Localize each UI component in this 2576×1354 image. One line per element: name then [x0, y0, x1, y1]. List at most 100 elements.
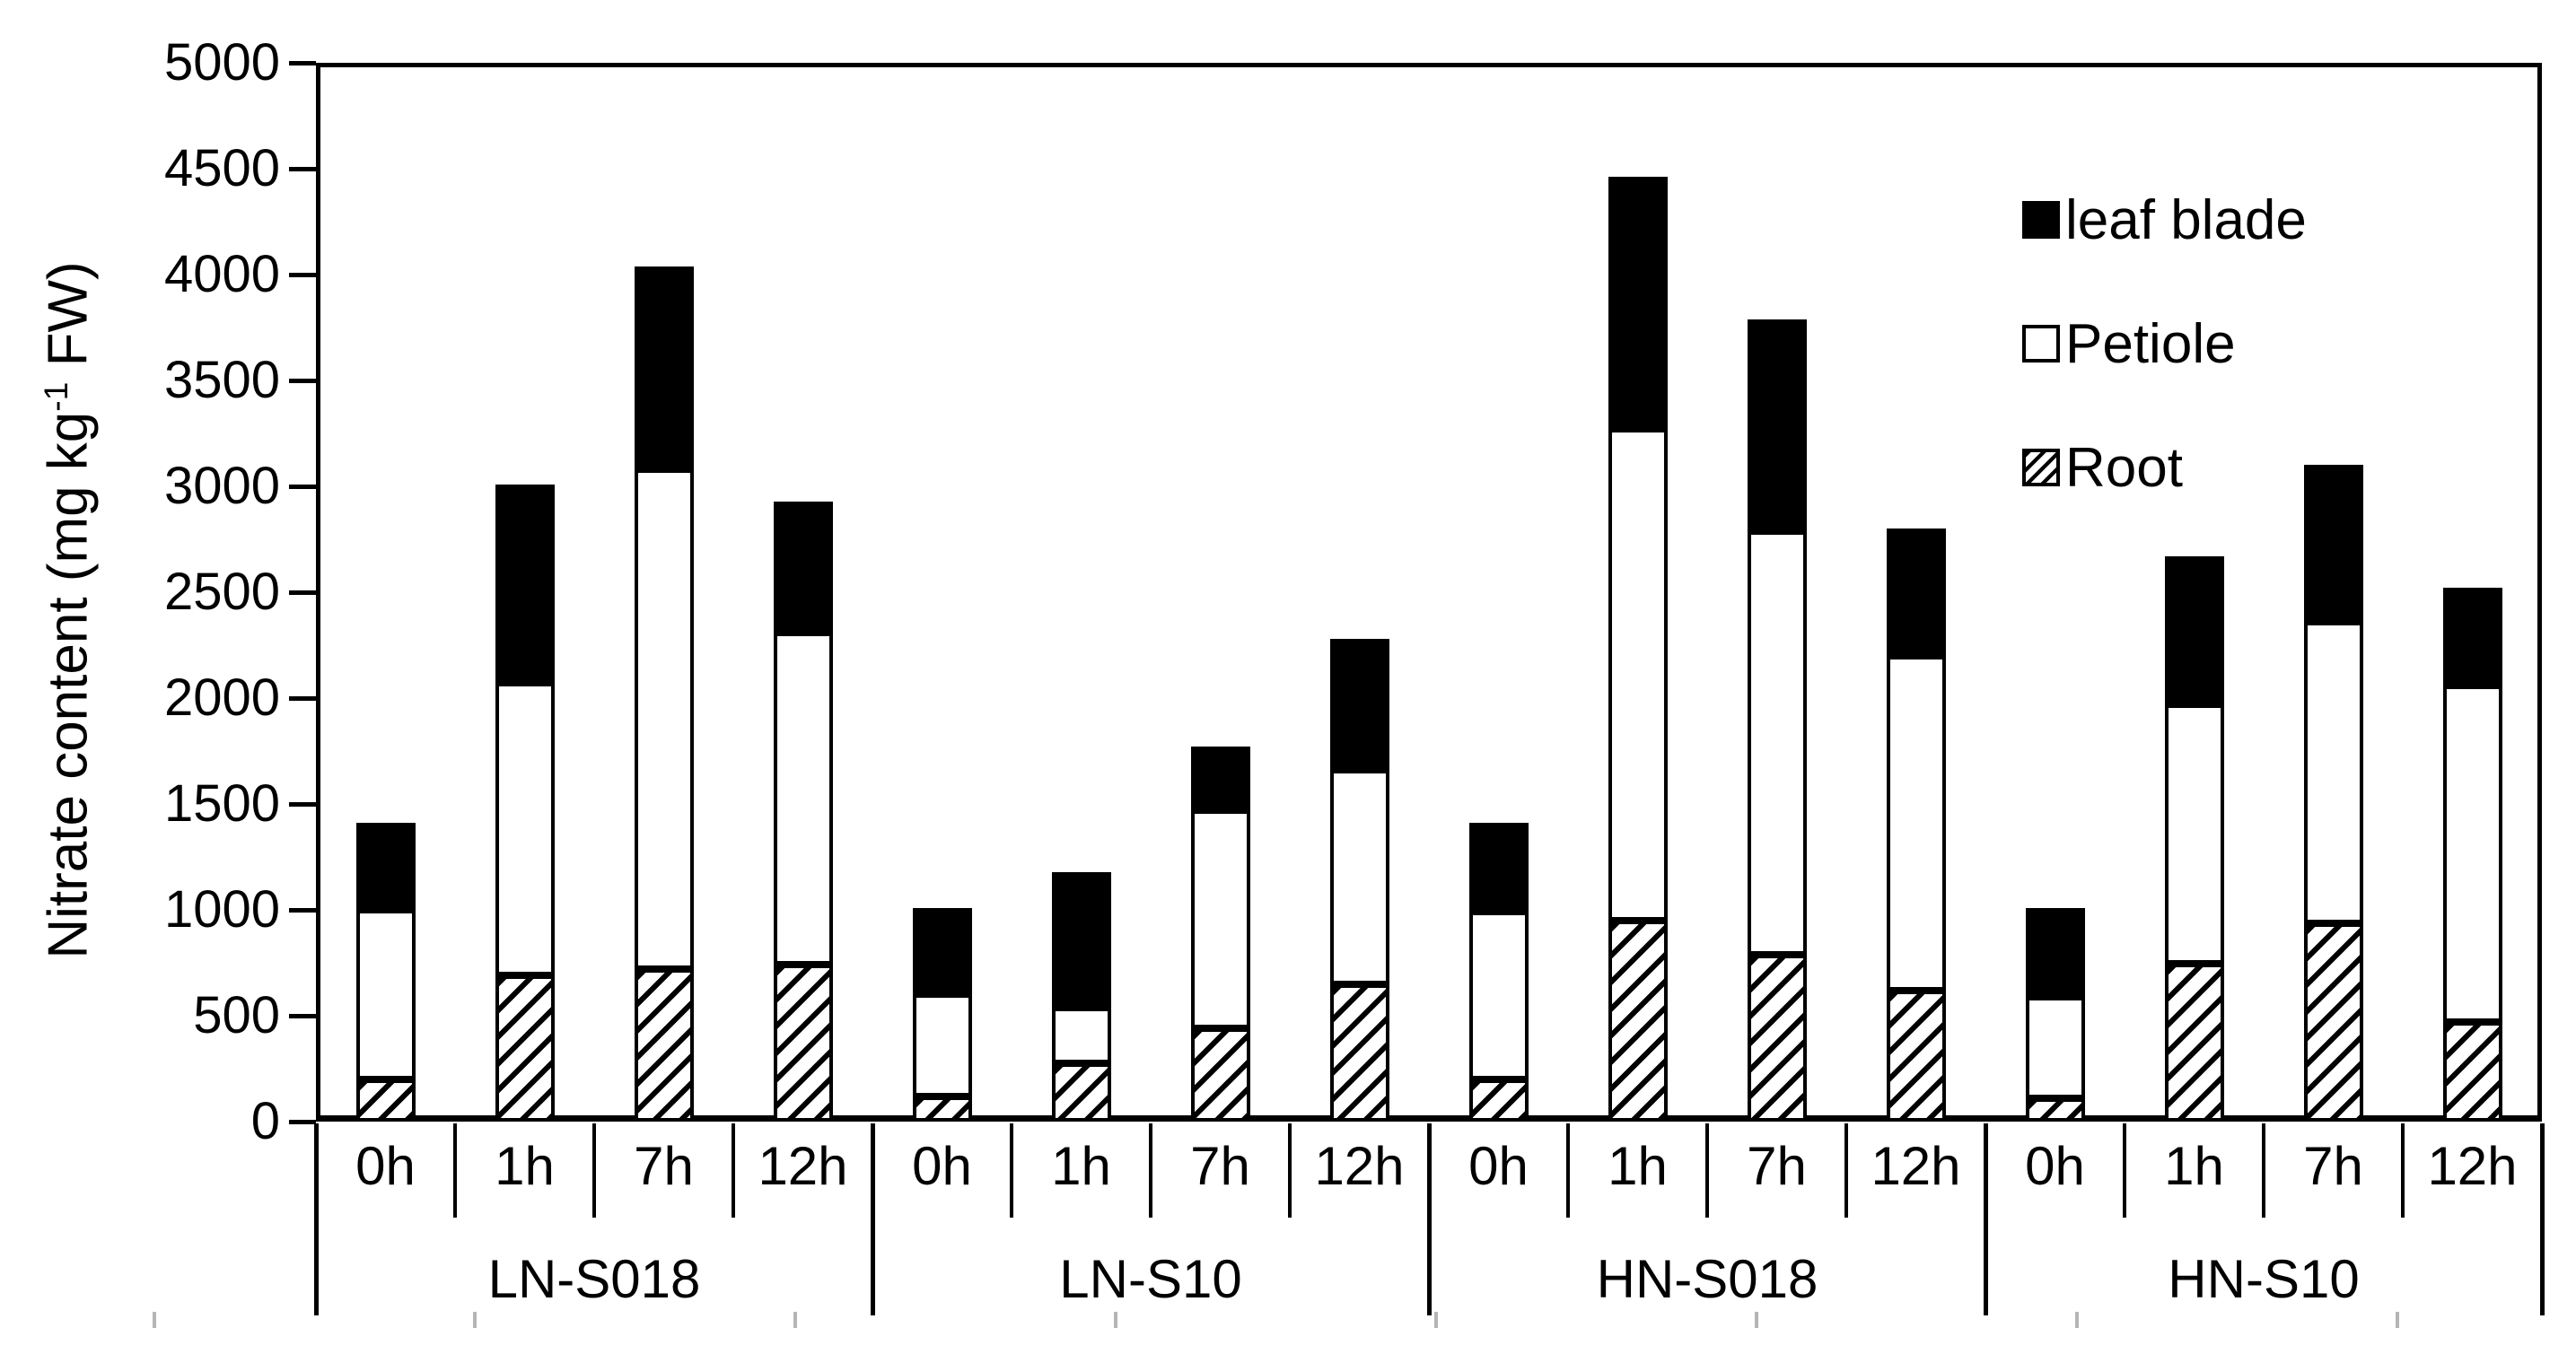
bottom-edge-artifact-tick — [2075, 1312, 2079, 1328]
bar-segment-leaf-blade — [1747, 319, 1807, 531]
root-swatch-icon — [2022, 449, 2060, 486]
bar-segment-petiole — [1468, 912, 1529, 1079]
time-divider — [592, 1123, 596, 1218]
bottom-edge-artifact-tick — [1114, 1312, 1117, 1328]
bar-segment-root — [1886, 990, 1946, 1122]
x-axis-time-label: 1h — [2164, 1136, 2224, 1196]
x-axis-time-label: 12h — [1314, 1136, 1405, 1196]
bottom-edge-artifact-tick — [793, 1312, 797, 1328]
x-axis-group-label: LN-S018 — [487, 1249, 701, 1309]
x-axis-time-label: 7h — [2303, 1136, 2363, 1196]
time-divider — [732, 1123, 735, 1218]
bar-segment-petiole — [495, 683, 555, 976]
y-tick — [289, 801, 316, 807]
y-tick-label: 1500 — [163, 774, 280, 833]
legend-label-petiole: Petiole — [2065, 312, 2236, 375]
time-divider — [1566, 1123, 1570, 1218]
x-axis-group-label: LN-S10 — [1059, 1249, 1242, 1309]
bar-segment-root — [1608, 920, 1668, 1122]
bar-segment-leaf-blade — [634, 266, 694, 470]
bar-segment-petiole — [1747, 530, 1807, 955]
bar-segment-petiole — [1190, 810, 1250, 1029]
bar-segment-root — [2442, 1022, 2502, 1122]
x-axis-time-label: 0h — [2025, 1136, 2085, 1196]
bar-segment-leaf-blade — [1468, 823, 1529, 913]
x-axis-time-label: 0h — [912, 1136, 972, 1196]
y-tick — [289, 1119, 316, 1124]
y-tick — [289, 1013, 316, 1018]
x-axis-time-label: 12h — [2427, 1136, 2518, 1196]
y-tick-label: 2500 — [163, 563, 280, 621]
bar-segment-leaf-blade — [1886, 528, 1946, 656]
bar-segment-root — [1468, 1079, 1529, 1122]
y-tick-label: 2000 — [163, 668, 280, 727]
y-tick — [289, 272, 316, 277]
y-tick — [289, 907, 316, 913]
bar-segment-petiole — [2025, 996, 2085, 1099]
group-divider — [1983, 1123, 1988, 1315]
time-divider — [2262, 1123, 2265, 1218]
bar-segment-root — [1329, 983, 1389, 1122]
group-divider — [313, 1123, 319, 1315]
time-divider — [1288, 1123, 1292, 1218]
bar-segment-leaf-blade — [2025, 907, 2085, 997]
y-tick — [289, 695, 316, 701]
bar-segment-leaf-blade — [2303, 465, 2363, 623]
time-divider — [1705, 1123, 1709, 1218]
bar-segment-root — [1051, 1063, 1111, 1122]
time-divider — [2123, 1123, 2126, 1218]
x-axis-time-label: 1h — [495, 1136, 555, 1196]
bar-segment-root — [2025, 1098, 2085, 1122]
bottom-edge-artifact-tick — [473, 1312, 477, 1328]
y-tick-label: 1000 — [163, 880, 280, 939]
bottom-edge-artifact-tick — [153, 1312, 156, 1328]
y-tick — [289, 590, 316, 595]
y-tick-label: 3000 — [163, 457, 280, 515]
group-divider — [2539, 1123, 2545, 1315]
legend-label-leaf-blade: leaf blade — [2065, 188, 2307, 251]
bar-segment-leaf-blade — [2442, 588, 2502, 686]
bar-segment-root — [1747, 954, 1807, 1122]
x-axis-time-label: 1h — [1051, 1136, 1111, 1196]
x-axis-time-label: 0h — [1468, 1136, 1529, 1196]
leaf-blade-swatch-icon — [2022, 201, 2060, 239]
bar-segment-root — [495, 975, 555, 1122]
bar-segment-leaf-blade — [1608, 177, 1668, 430]
time-divider — [1010, 1123, 1013, 1218]
bottom-edge-artifact-tick — [1434, 1312, 1438, 1328]
bar-segment-root — [355, 1079, 416, 1122]
x-axis-time-label: 12h — [1871, 1136, 1961, 1196]
bar-segment-leaf-blade — [1329, 638, 1389, 771]
bar-segment-petiole — [2442, 685, 2502, 1023]
bottom-edge-artifact-tick — [1755, 1312, 1758, 1328]
bar-segment-leaf-blade — [1051, 871, 1111, 1008]
y-tick — [289, 60, 316, 66]
group-divider — [1426, 1123, 1432, 1315]
x-axis-time-label: 0h — [355, 1136, 416, 1196]
bar-segment-petiole — [1608, 429, 1668, 921]
y-tick-label: 4500 — [163, 139, 280, 197]
bar-segment-root — [2164, 964, 2224, 1122]
x-axis-group-label: HN-S10 — [2168, 1249, 2360, 1309]
bar-segment-petiole — [1329, 770, 1389, 984]
bar-segment-root — [2303, 923, 2363, 1122]
y-tick-label: 3500 — [163, 351, 280, 409]
y-tick-label: 5000 — [163, 33, 280, 92]
bar-segment-petiole — [2164, 704, 2224, 965]
x-axis-time-label: 1h — [1608, 1136, 1668, 1196]
y-tick-label: 500 — [193, 986, 280, 1044]
x-axis-time-label: 7h — [1747, 1136, 1807, 1196]
bar-segment-petiole — [355, 910, 416, 1079]
legend-item-leaf-blade: leaf blade — [2022, 188, 2307, 251]
bottom-edge-artifact-tick — [2396, 1312, 2399, 1328]
legend-item-root: Root — [2022, 437, 2307, 499]
bar-segment-leaf-blade — [495, 484, 555, 684]
x-axis-group-label: HN-S018 — [1596, 1249, 1818, 1309]
x-axis-time-label: 12h — [758, 1136, 848, 1196]
bar-segment-root — [634, 969, 694, 1122]
bar-segment-petiole — [1886, 655, 1946, 991]
x-axis-time-label: 7h — [1190, 1136, 1250, 1196]
bar-segment-leaf-blade — [1190, 747, 1250, 811]
bar-segment-leaf-blade — [912, 907, 972, 995]
y-tick — [289, 378, 316, 383]
